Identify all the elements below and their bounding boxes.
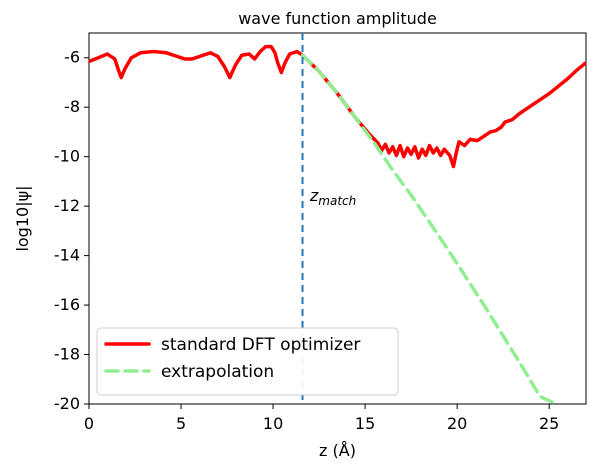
x-tick-label: 20 — [447, 414, 467, 433]
y-tick-label: -14 — [54, 246, 80, 265]
y-tick-label: -18 — [54, 345, 80, 364]
annotation-main-text: z — [309, 186, 319, 205]
series-extrapolation-line — [300, 53, 559, 404]
x-tick-label: 0 — [84, 414, 94, 433]
annotation-subscript: match — [318, 194, 356, 208]
legend-standard-dft-optimizer-label: standard DFT optimizer — [161, 335, 360, 355]
series-standard-dft-optimizer-line — [89, 44, 586, 169]
y-tick-label: -8 — [64, 97, 80, 116]
x-tick-label: 25 — [539, 414, 559, 433]
x-tick-label: 10 — [263, 414, 283, 433]
y-tick-label: -6 — [64, 48, 80, 67]
x-axis-label: z (Å) — [319, 441, 356, 460]
series-layer — [89, 44, 586, 404]
y-axis-label: log10|ψ| — [13, 185, 32, 251]
x-tick-label: 15 — [355, 414, 375, 433]
legend: standard DFT optimizer extrapolation — [96, 327, 399, 396]
y-tick-label: -10 — [54, 147, 80, 166]
x-tick-label: 5 — [176, 414, 186, 433]
label-layer: wave function amplitude z (Å) log10|ψ| zmat… — [13, 9, 437, 460]
legend-extrapolation-label: extrapolation — [161, 362, 274, 382]
legend-box — [96, 327, 399, 396]
y-tick-label: -20 — [54, 394, 80, 413]
y-tick-label: -12 — [54, 196, 80, 215]
y-tick-label: -16 — [54, 295, 80, 314]
tick-layer: 0 5 10 15 20 25 -20 -18 -16 -14 -12 -10 -8 -6 — [54, 48, 560, 433]
z-match-annotation: zmatch — [309, 186, 356, 208]
plot-frame — [88, 32, 587, 405]
chart-title: wave function amplitude — [238, 9, 437, 28]
